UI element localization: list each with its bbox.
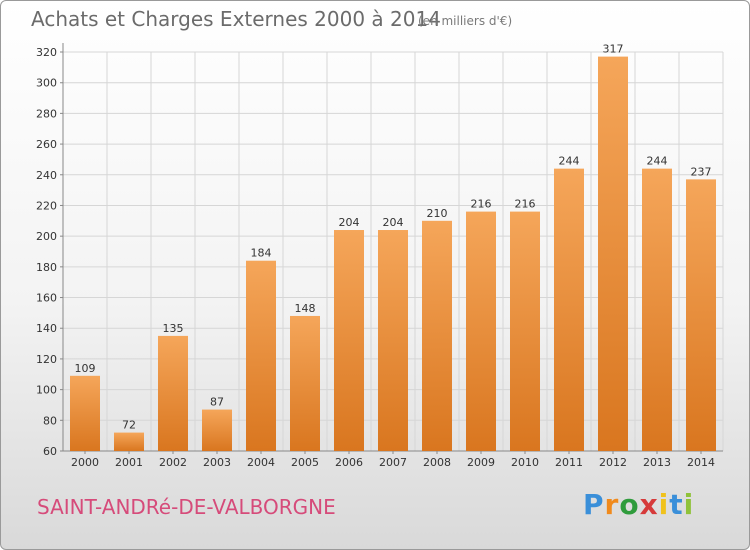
commune-name: SAINT-ANDRé-DE-VALBORGNE (37, 495, 336, 519)
y-tick-label: 320 (36, 46, 57, 59)
data-label: 244 (647, 155, 668, 168)
bar (158, 335, 188, 451)
y-tick-label: 120 (36, 353, 57, 366)
x-tick-label: 2001 (115, 456, 143, 469)
bar (334, 230, 364, 451)
data-label: 216 (515, 198, 536, 211)
chart-subtitle: (en milliers d'€) (418, 14, 513, 28)
bar (378, 230, 408, 451)
data-label: 216 (471, 198, 492, 211)
data-label: 87 (210, 396, 224, 409)
proxiti-logo: Proxiti (583, 488, 694, 521)
x-tick-label: 2002 (159, 456, 187, 469)
data-label: 135 (163, 322, 184, 335)
bar (422, 220, 452, 451)
logo-letter: i (683, 488, 695, 521)
x-tick-label: 2000 (71, 456, 99, 469)
y-tick-label: 80 (43, 414, 57, 427)
bar (114, 432, 144, 451)
x-tick-label: 2012 (599, 456, 627, 469)
y-tick-label: 60 (43, 445, 57, 458)
bars (70, 56, 716, 451)
bar (202, 409, 232, 451)
data-label: 317 (603, 43, 624, 56)
data-label: 244 (559, 155, 580, 168)
bar (466, 211, 496, 451)
data-label: 184 (251, 247, 272, 260)
x-tick-label: 2010 (511, 456, 539, 469)
bar (686, 179, 716, 451)
axes: 60 80 100 120 140 160 180 200 220 240 260 280 300 320… (36, 43, 723, 469)
logo-letter: i (658, 488, 670, 521)
logo-letter: r (604, 488, 620, 521)
x-tick-label: 2008 (423, 456, 451, 469)
data-label: 237 (691, 165, 712, 178)
y-tick-label: 300 (36, 77, 57, 90)
data-label: 204 (383, 216, 404, 229)
x-tick-label: 2004 (247, 456, 275, 469)
x-tick-label: 2014 (687, 456, 715, 469)
y-tick-label: 100 (36, 384, 57, 397)
x-tick-label: 2006 (335, 456, 363, 469)
bar (510, 211, 540, 451)
x-tick-label: 2013 (643, 456, 671, 469)
logo-letter: t (669, 488, 684, 521)
y-tick-label: 160 (36, 292, 57, 305)
data-label: 210 (427, 207, 448, 220)
bar (554, 168, 584, 451)
data-label: 204 (339, 216, 360, 229)
x-tick-label: 2011 (555, 456, 583, 469)
bar (290, 315, 320, 451)
logo-letter: P (583, 488, 605, 521)
chart-title: Achats et Charges Externes 2000 à 2014 (31, 7, 441, 31)
bar (598, 56, 628, 451)
data-label: 148 (295, 302, 316, 315)
data-labels: 109 72 135 87 184 148 204 204 210 216 216 244 317 244… (75, 43, 712, 432)
y-tick-label: 260 (36, 138, 57, 151)
data-label: 72 (122, 419, 136, 432)
y-tick-label: 280 (36, 107, 57, 120)
logo-letter: x (639, 488, 659, 521)
bar (70, 375, 100, 451)
x-tick-label: 2009 (467, 456, 495, 469)
y-tick-label: 180 (36, 261, 57, 274)
y-tick-label: 140 (36, 322, 57, 335)
y-tick-label: 220 (36, 199, 57, 212)
y-tick-label: 200 (36, 230, 57, 243)
x-tick-label: 2003 (203, 456, 231, 469)
y-tick-label: 240 (36, 169, 57, 182)
bar (246, 260, 276, 451)
logo-letter: o (619, 488, 640, 521)
x-tick-label: 2005 (291, 456, 319, 469)
data-label: 109 (75, 362, 96, 375)
bar (642, 168, 672, 451)
x-tick-label: 2007 (379, 456, 407, 469)
